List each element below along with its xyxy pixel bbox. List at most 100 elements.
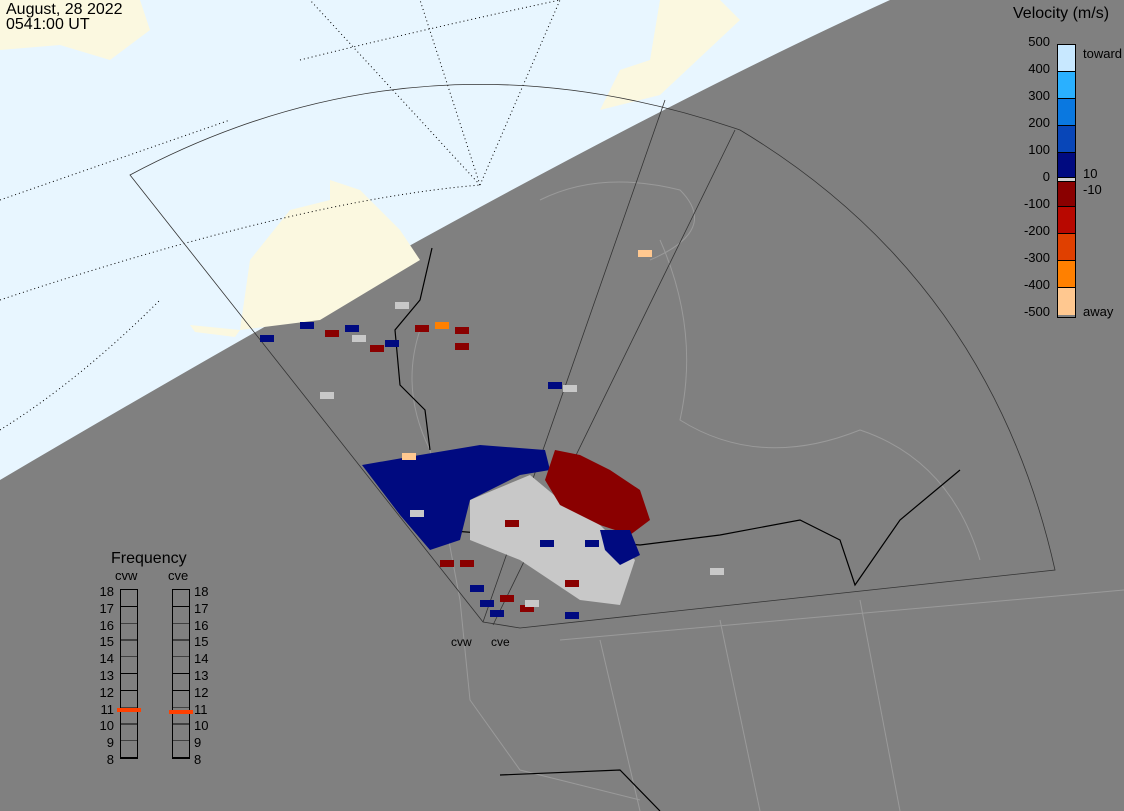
scatter-cell (525, 600, 539, 607)
scatter-cell (402, 453, 416, 460)
scatter-cell (395, 302, 409, 309)
scatter-cell (480, 600, 494, 607)
frequency-marker-cve (169, 709, 193, 714)
borders (394, 247, 961, 811)
velocity-tick-label: -100 (1023, 196, 1050, 211)
velocity-scatter-cells (260, 250, 724, 619)
velocity-title: Velocity (m/s) (1013, 5, 1110, 22)
scatter-cell (490, 610, 504, 617)
colorbar-segment (1058, 126, 1075, 153)
scatter-cell (300, 322, 314, 329)
neg-threshold-label: -10 (1083, 182, 1102, 197)
frequency-tick-label: 16 (99, 617, 114, 633)
frequency-title: Frequency (111, 550, 187, 567)
coastlines (411, 181, 1124, 811)
frequency-tick-label: 17 (194, 600, 209, 616)
radar-label-cvw: cvw (115, 568, 138, 583)
frequency-tick-label: 11 (100, 701, 115, 717)
scatter-cell (460, 560, 474, 567)
frequency-tick-label: 14 (194, 651, 209, 667)
colorbar-segment (1058, 99, 1075, 126)
colorbar-segment (1058, 178, 1075, 182)
colorbar-segment (1058, 153, 1075, 178)
frequency-tick-label: 16 (194, 617, 209, 633)
frequency-marker-cvw (117, 707, 141, 712)
frequency-tick-label: 9 (194, 735, 202, 751)
velocity-tick-label: -200 (1023, 223, 1050, 238)
frequency-tick-label: 14 (99, 651, 114, 667)
velocity-tick-label: 100 (1028, 142, 1050, 157)
frequency-tick-label: 18 (194, 584, 209, 599)
colorbar-segment (1058, 288, 1075, 315)
graticule (0, 0, 561, 431)
velocity-tick-label: -300 (1023, 250, 1050, 265)
scatter-cell (320, 392, 334, 399)
scatter-cell (500, 595, 514, 602)
daylight-region (0, 0, 890, 480)
colorbar-segment (1058, 72, 1075, 99)
scatter-cell (345, 325, 359, 332)
frequency-bar-cvw (120, 589, 138, 759)
scatter-region (362, 445, 550, 550)
scatter-cell (455, 327, 469, 334)
scatter-region (545, 450, 650, 535)
scatter-cell (638, 250, 652, 257)
scatter-cell (370, 345, 384, 352)
scatter-cell (325, 330, 339, 337)
scatter-cell (385, 340, 399, 347)
scatter-cell (470, 585, 484, 592)
frequency-tick-label: 9 (106, 735, 114, 751)
colorbar-segment (1058, 207, 1075, 234)
velocity-tick-label: -400 (1023, 277, 1050, 292)
scatter-cell (548, 382, 562, 389)
scatter-cell (585, 540, 599, 547)
colorbar-segment (1058, 261, 1075, 288)
frequency-tick-label: 13 (99, 668, 114, 683)
frequency-tick-label: 10 (99, 718, 114, 734)
scatter-region (600, 530, 640, 565)
scatter-cell (440, 560, 454, 567)
frequency-tick-label: 8 (106, 752, 114, 767)
pos-threshold-label: 10 (1083, 166, 1098, 181)
frequency-tick-label: 15 (194, 634, 209, 650)
frequency-tick-label: 17 (99, 600, 114, 616)
frequency-tick-label: 8 (194, 752, 202, 767)
velocity-tick-label: 400 (1028, 61, 1050, 76)
scatter-cell (520, 605, 534, 612)
scatter-cell (565, 612, 579, 619)
scatter-cell (563, 385, 577, 392)
site-label-cve: cve (491, 635, 510, 649)
frequency-tick-label: 10 (194, 718, 209, 734)
velocity-tick-label: 500 (1028, 34, 1050, 49)
frequency-tick-label: 11 (194, 701, 208, 717)
scatter-cell (540, 540, 554, 547)
site-label-cvw: cvw (451, 635, 472, 649)
scatter-cell (410, 510, 424, 517)
scatter-cell (565, 580, 579, 587)
frequency-tick-label: 12 (99, 684, 114, 700)
frequency-tick-label: 12 (194, 684, 209, 700)
frequency-tick-label: 18 (99, 584, 114, 599)
frequency-bar-cve (172, 589, 190, 759)
velocity-tick-label: 300 (1028, 88, 1050, 103)
scatter-cell (415, 325, 429, 332)
scatter-cell (260, 335, 274, 342)
frequency-tick-label: 15 (99, 634, 114, 650)
colorbar-segment (1058, 182, 1075, 207)
frequency-tick-label: 13 (194, 668, 209, 683)
velocity-tick-label: 0 (1042, 169, 1050, 184)
toward-label: toward (1083, 46, 1123, 61)
radar-label-cve: cve (168, 568, 189, 583)
time-label: 0541:00 UT (6, 16, 90, 33)
velocity-tick-label: 200 (1028, 115, 1050, 130)
colorbar-segment (1058, 234, 1075, 261)
scatter-cell (455, 343, 469, 350)
scatter-cell (710, 568, 724, 575)
scatter-cell (505, 520, 519, 527)
scatter-cell (435, 322, 449, 329)
scatter-cell (352, 335, 366, 342)
away-label: away (1083, 304, 1114, 319)
date-label: August, 28 2022 (6, 1, 123, 18)
